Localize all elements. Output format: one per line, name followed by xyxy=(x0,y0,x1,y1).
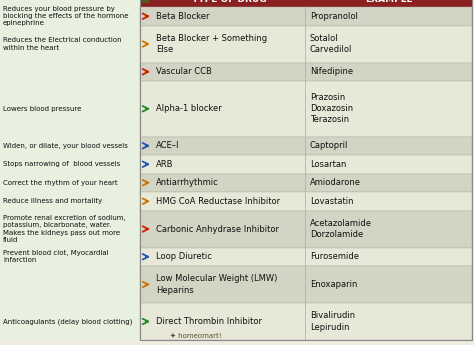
FancyBboxPatch shape xyxy=(140,62,472,81)
Text: Stops narrowing of  blood vessels: Stops narrowing of blood vessels xyxy=(3,161,120,167)
Text: Losartan: Losartan xyxy=(310,160,346,169)
FancyBboxPatch shape xyxy=(142,0,149,3)
Text: Promote renal excretion of sodium,
potassium, bicarbonate, water.
Makes the kidn: Promote renal excretion of sodium, potas… xyxy=(3,215,126,243)
Text: Enoxaparin: Enoxaparin xyxy=(310,280,357,289)
FancyBboxPatch shape xyxy=(140,26,472,62)
Text: Low Molecular Weight (LMW)
Heparins: Low Molecular Weight (LMW) Heparins xyxy=(156,275,277,295)
Text: Loop Diuretic: Loop Diuretic xyxy=(156,252,212,261)
Text: Sotalol
Carvedilol: Sotalol Carvedilol xyxy=(310,34,352,54)
Text: Reduces your blood pressure by
blocking the effects of the hormone
epinephrine: Reduces your blood pressure by blocking … xyxy=(3,6,128,27)
Text: Lovastatin: Lovastatin xyxy=(310,197,354,206)
Text: Reduces the Electrical conduction
within the heart: Reduces the Electrical conduction within… xyxy=(3,37,122,51)
Text: Beta Blocker + Something
Else: Beta Blocker + Something Else xyxy=(156,34,267,54)
FancyBboxPatch shape xyxy=(140,210,472,247)
Text: Amiodarone: Amiodarone xyxy=(310,178,361,187)
Text: Prazosin
Doxazosin
Terazosin: Prazosin Doxazosin Terazosin xyxy=(310,93,353,124)
Text: Nifedipine: Nifedipine xyxy=(310,67,353,76)
FancyBboxPatch shape xyxy=(140,81,472,137)
Text: EXAMPLE: EXAMPLE xyxy=(365,0,412,3)
FancyBboxPatch shape xyxy=(140,137,472,155)
Text: Carbonic Anhydrase Inhibitor: Carbonic Anhydrase Inhibitor xyxy=(156,225,279,234)
Text: ACE–I: ACE–I xyxy=(156,141,180,150)
Text: ARB: ARB xyxy=(156,160,173,169)
Text: Lowers blood pressure: Lowers blood pressure xyxy=(3,106,82,112)
Text: Correct the rhythm of your heart: Correct the rhythm of your heart xyxy=(3,180,118,186)
Text: Vascular CCB: Vascular CCB xyxy=(156,67,212,76)
Text: Alpha-1 blocker: Alpha-1 blocker xyxy=(156,104,222,113)
Text: Acetazolamide
Dorzolamide: Acetazolamide Dorzolamide xyxy=(310,219,372,239)
Text: Captopril: Captopril xyxy=(310,141,348,150)
FancyBboxPatch shape xyxy=(140,7,472,26)
Text: Anticoagulants (delay blood clotting): Anticoagulants (delay blood clotting) xyxy=(3,318,132,325)
FancyBboxPatch shape xyxy=(140,303,472,340)
FancyBboxPatch shape xyxy=(140,155,472,174)
FancyBboxPatch shape xyxy=(140,266,472,303)
FancyBboxPatch shape xyxy=(140,247,472,266)
Text: Beta Blocker: Beta Blocker xyxy=(156,12,210,21)
Text: Antiarrhythmic: Antiarrhythmic xyxy=(156,178,219,187)
Text: TYPE OF DRUG: TYPE OF DRUG xyxy=(192,0,267,3)
Text: Furosemide: Furosemide xyxy=(310,252,359,261)
FancyBboxPatch shape xyxy=(140,192,472,210)
Text: Direct Thrombin Inhibitor: Direct Thrombin Inhibitor xyxy=(156,317,262,326)
Text: HMG CoA Reductase Inhibitor: HMG CoA Reductase Inhibitor xyxy=(156,197,280,206)
FancyBboxPatch shape xyxy=(140,174,472,192)
Text: Prevent blood clot, Myocardial
infarction: Prevent blood clot, Myocardial infarctio… xyxy=(3,250,109,263)
Text: Reduce illness and mortality: Reduce illness and mortality xyxy=(3,198,102,204)
FancyBboxPatch shape xyxy=(140,0,472,7)
Text: Propranolol: Propranolol xyxy=(310,12,358,21)
Text: Bivalirudin
Lepirudin: Bivalirudin Lepirudin xyxy=(310,312,355,332)
Text: Widen, or dilate, your blood vessels: Widen, or dilate, your blood vessels xyxy=(3,143,128,149)
FancyBboxPatch shape xyxy=(0,0,140,340)
Text: ✦ homeomart!: ✦ homeomart! xyxy=(170,333,222,339)
